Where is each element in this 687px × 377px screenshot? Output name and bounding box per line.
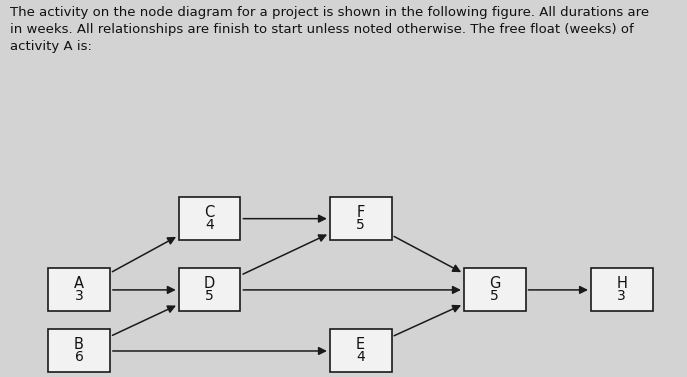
Text: 3: 3 — [75, 290, 83, 303]
Text: 5: 5 — [205, 290, 214, 303]
Bar — [48, 268, 110, 311]
Bar — [179, 268, 240, 311]
Text: B: B — [74, 337, 84, 352]
Text: The activity on the node diagram for a project is shown in the following figure.: The activity on the node diagram for a p… — [10, 6, 649, 53]
Text: 6: 6 — [75, 351, 83, 365]
Text: 4: 4 — [205, 218, 214, 232]
Bar — [591, 268, 653, 311]
Text: E: E — [356, 337, 365, 352]
Bar — [48, 329, 110, 372]
Text: A: A — [74, 276, 84, 291]
Bar — [464, 268, 526, 311]
Bar — [179, 197, 240, 240]
Text: 5: 5 — [491, 290, 499, 303]
Text: D: D — [204, 276, 215, 291]
Text: 5: 5 — [357, 218, 365, 232]
Text: C: C — [205, 205, 214, 220]
Text: 4: 4 — [357, 351, 365, 365]
Text: H: H — [616, 276, 627, 291]
Bar — [330, 329, 392, 372]
Text: 3: 3 — [618, 290, 626, 303]
Bar — [330, 197, 392, 240]
Text: G: G — [489, 276, 500, 291]
Text: F: F — [357, 205, 365, 220]
